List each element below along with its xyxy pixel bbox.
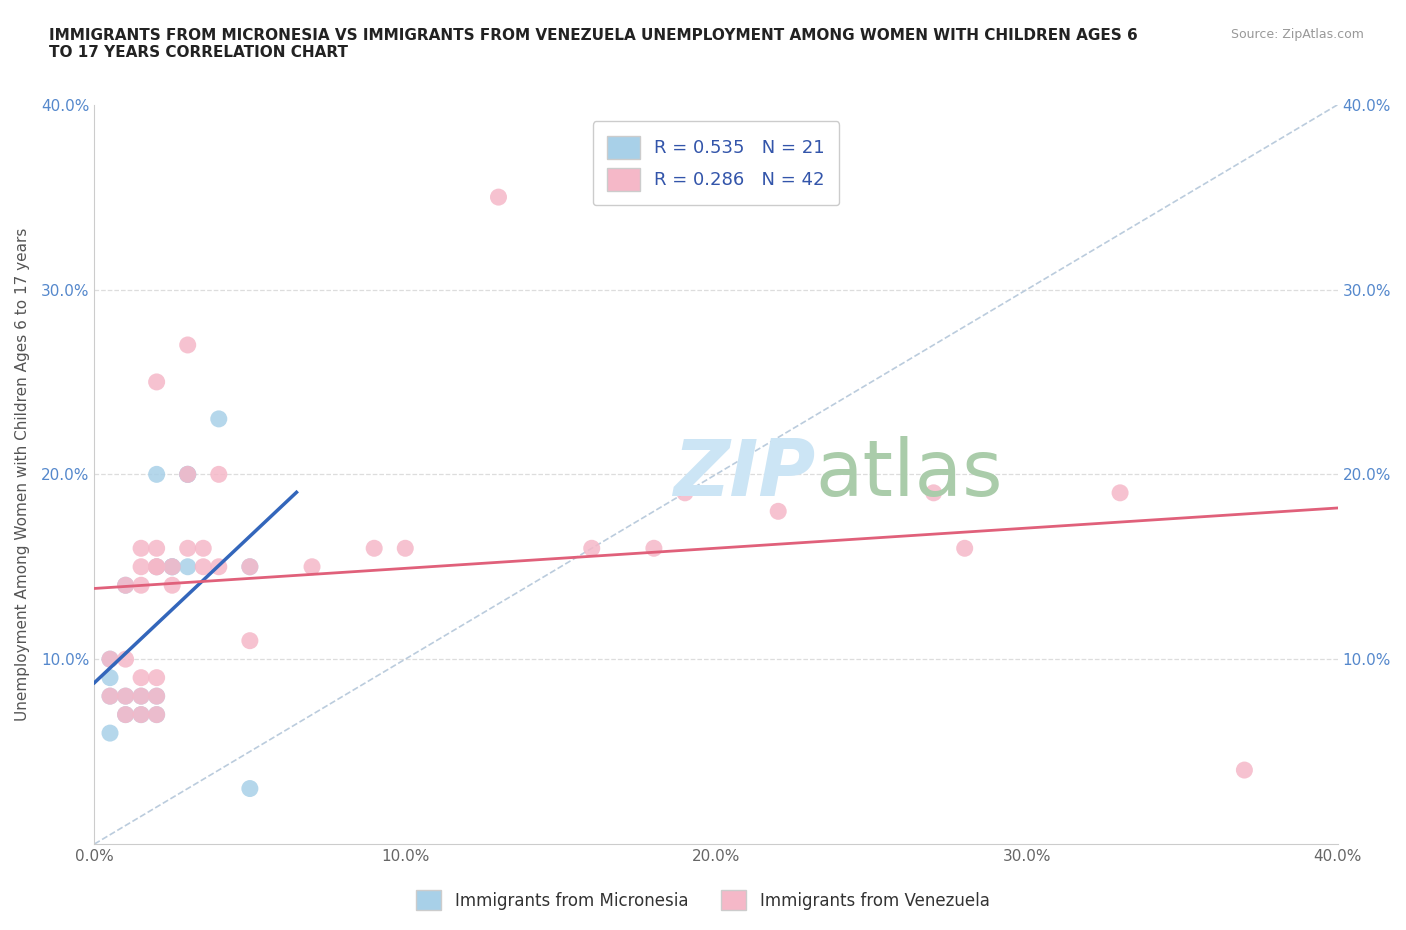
Point [239,633,262,648]
Point [488,190,510,205]
Point [145,689,167,704]
Point [114,578,136,592]
Point [239,781,262,796]
Point [145,559,167,574]
Point [145,559,167,574]
Text: Source: ZipAtlas.com: Source: ZipAtlas.com [1230,28,1364,41]
Point [766,504,789,519]
Point [160,578,183,592]
Point [208,411,231,426]
Point [193,541,215,556]
Point [643,541,665,556]
Point [129,707,152,722]
Point [98,652,121,667]
Point [145,707,167,722]
Point [177,338,200,352]
Point [193,559,215,574]
Point [160,559,183,574]
Text: ZIP: ZIP [673,436,815,512]
Point [239,559,262,574]
Point [1109,485,1132,500]
Point [145,559,167,574]
Point [129,559,152,574]
Point [1233,763,1256,777]
Point [177,467,200,482]
Point [177,467,200,482]
Point [177,559,200,574]
Point [208,467,231,482]
Y-axis label: Unemployment Among Women with Children Ages 6 to 17 years: Unemployment Among Women with Children A… [15,228,30,721]
Point [129,541,152,556]
Legend: R = 0.535   N = 21, R = 0.286   N = 42: R = 0.535 N = 21, R = 0.286 N = 42 [593,121,839,206]
Point [129,689,152,704]
Point [98,671,121,685]
Point [114,578,136,592]
Point [129,689,152,704]
Point [114,689,136,704]
Point [160,559,183,574]
Point [363,541,385,556]
Point [177,467,200,482]
Point [673,485,696,500]
Point [145,707,167,722]
Point [145,467,167,482]
Point [129,671,152,685]
Point [129,707,152,722]
Point [145,375,167,390]
Legend: Immigrants from Micronesia, Immigrants from Venezuela: Immigrants from Micronesia, Immigrants f… [409,884,997,917]
Point [581,541,603,556]
Point [98,725,121,740]
Point [145,541,167,556]
Point [114,707,136,722]
Point [208,559,231,574]
Point [129,578,152,592]
Point [922,485,945,500]
Point [114,652,136,667]
Text: IMMIGRANTS FROM MICRONESIA VS IMMIGRANTS FROM VENEZUELA UNEMPLOYMENT AMONG WOMEN: IMMIGRANTS FROM MICRONESIA VS IMMIGRANTS… [49,28,1137,60]
Point [953,541,976,556]
Text: atlas: atlas [815,436,1002,512]
Point [98,652,121,667]
Point [239,559,262,574]
Point [394,541,416,556]
Point [145,671,167,685]
Point [160,559,183,574]
Point [301,559,323,574]
Point [98,689,121,704]
Point [114,707,136,722]
Point [177,541,200,556]
Point [145,689,167,704]
Point [114,689,136,704]
Point [98,689,121,704]
